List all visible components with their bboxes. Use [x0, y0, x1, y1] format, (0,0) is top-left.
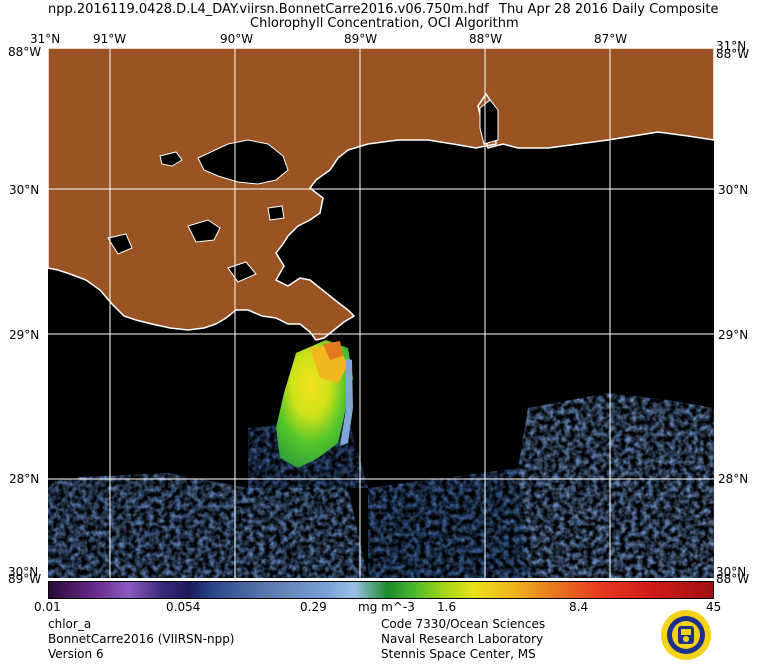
lat-label-29n-right: 29°N — [718, 328, 749, 342]
corner-bottom-right-lon-label: 88°W — [716, 572, 750, 586]
lake-salvador — [187, 219, 221, 243]
corner-bottom-left-lon-label: 89°W — [8, 572, 42, 586]
corner-top-right-lat-label: 31°N — [716, 39, 747, 53]
product-title: Chlorophyll Concentration, OCI Algorithm — [250, 16, 519, 31]
lake-pontchartrain — [197, 139, 289, 185]
lon-label-91w: 91°W — [93, 32, 127, 46]
lon-label-87w: 87°W — [594, 32, 628, 46]
offshore-chlorophyll — [48, 393, 714, 578]
colorbar-tick-4: 8.4 — [569, 600, 589, 614]
lon-label-88w: 88°W — [469, 32, 503, 46]
corner-bottom-right-lat-label: 30°N — [716, 565, 747, 579]
lake-maurepas — [159, 151, 183, 167]
colorbar-tick-3: 1.6 — [437, 600, 457, 614]
footer-product: chlor_a — [48, 617, 92, 631]
lat-label-29n-left: 29°N — [9, 328, 40, 342]
lat-label-30n-right: 30°N — [718, 183, 749, 197]
colorbar-units: mg m^-3 — [358, 600, 415, 614]
chlorophyll-map — [48, 48, 714, 578]
mobile-bay — [479, 99, 499, 145]
colorbar — [48, 581, 714, 599]
lon-label-89w: 89°W — [344, 32, 378, 46]
corner-top-right-lon-label: 88°W — [716, 47, 750, 61]
footer-version: Version 6 — [48, 647, 104, 661]
corner-top-left-lat-label: 31°N — [30, 32, 61, 46]
colorbar-tick-1: 0.054 — [166, 600, 201, 614]
corner-bottom-left-lat-label: 30°N — [8, 565, 39, 579]
colorbar-tick-5: 45 — [706, 600, 722, 614]
graticule — [48, 48, 714, 578]
colorbar-tick-2: 0.29 — [300, 600, 327, 614]
lon-label-90w: 90°W — [220, 32, 254, 46]
lat-label-30n-left: 30°N — [9, 183, 40, 197]
footer-code: Code 7330/Ocean Sciences — [381, 617, 546, 631]
footer-lab: Naval Research Laboratory — [381, 632, 544, 646]
nrl-seal-logo — [661, 610, 711, 660]
filename-title: npp.2016119.0428.D.L4_DAY.viirsn.BonnetC… — [48, 2, 489, 17]
corner-top-left-lon-label: 88°W — [8, 45, 42, 59]
footer-dataset: BonnetCarre2016 (VIIRSN-npp) — [48, 632, 235, 646]
river-plume — [276, 340, 353, 468]
date-title: Thu Apr 28 2016 Daily Composite — [499, 2, 719, 17]
footer-location: Stennis Space Center, MS — [381, 647, 536, 661]
lat-label-28n-right: 28°N — [718, 472, 749, 486]
colorbar-tick-0: 0.01 — [34, 600, 61, 614]
lat-label-28n-left: 28°N — [9, 472, 40, 486]
